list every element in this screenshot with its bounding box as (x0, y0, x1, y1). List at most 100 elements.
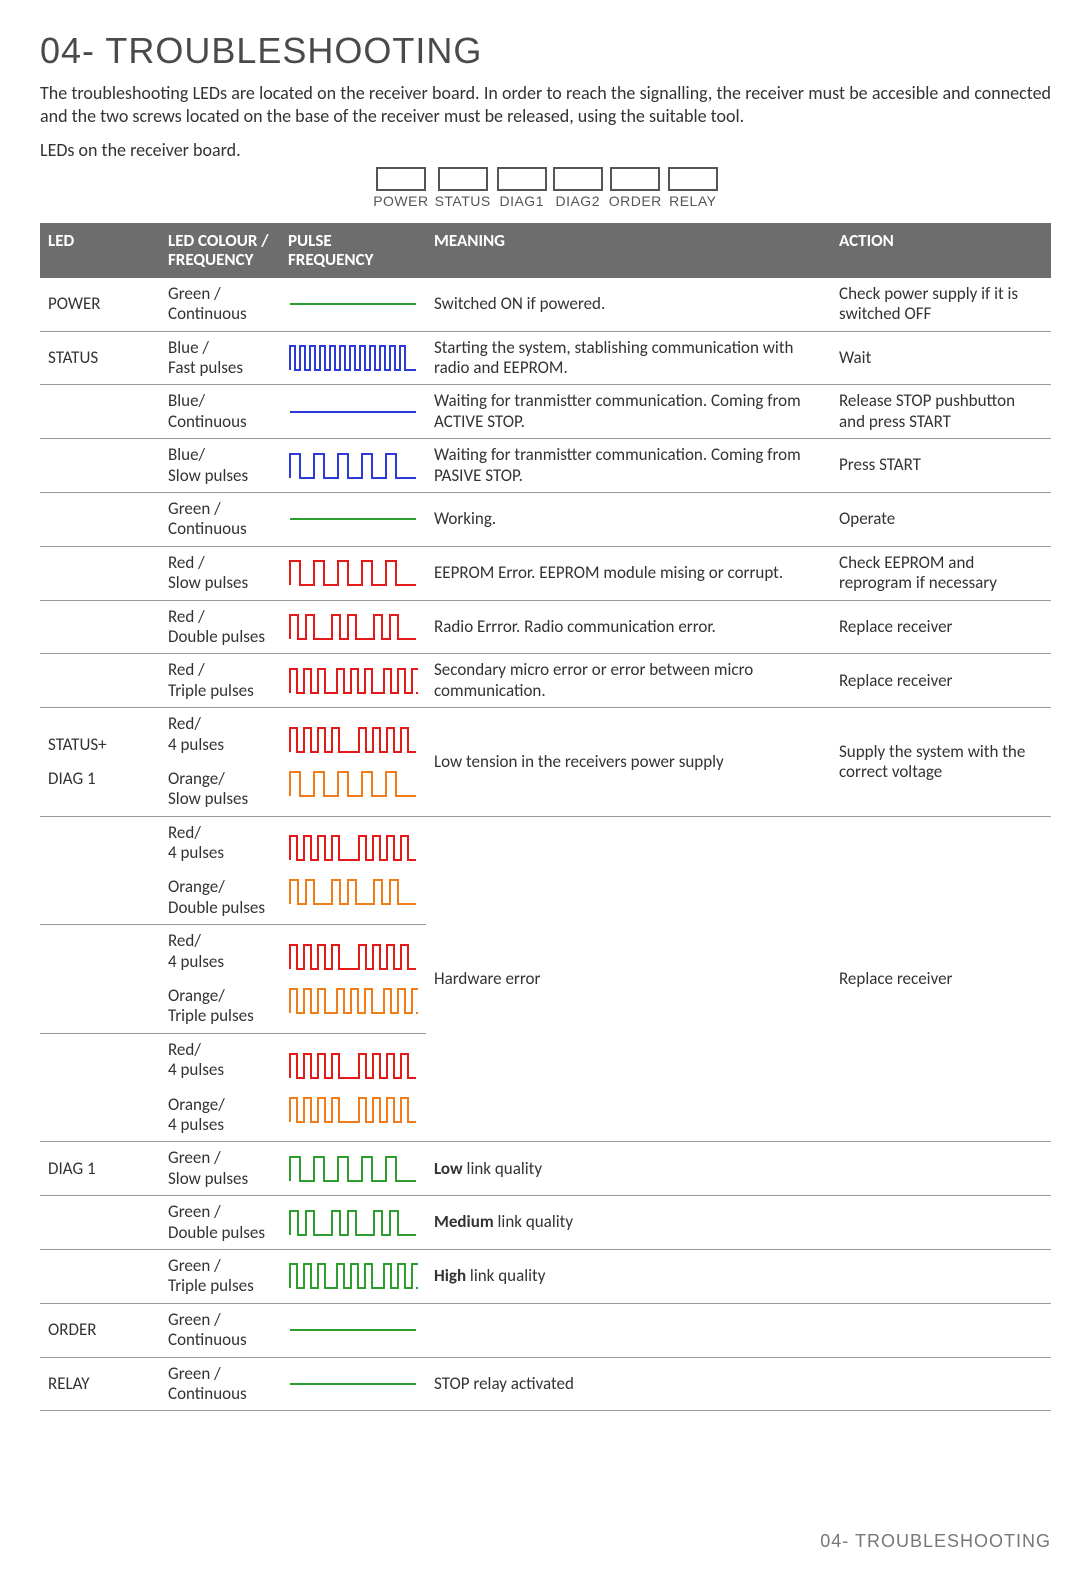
cell-meaning: Low link quality (426, 1142, 831, 1196)
cell-led (40, 439, 160, 493)
led-label: ORDER (609, 193, 662, 209)
cell-pulse (280, 546, 426, 600)
cell-led (40, 600, 160, 654)
cell-led (40, 654, 160, 708)
cell-pulse (280, 1142, 426, 1196)
pulse-icon (288, 1154, 418, 1184)
led-label: RELAY (669, 193, 716, 209)
cell-led (40, 493, 160, 547)
pulse-icon (288, 504, 418, 534)
table-row: POWERGreen /ContinuousSwitched ON if pow… (40, 278, 1051, 331)
cell-meaning: Waiting for tranmistter communication. C… (426, 439, 831, 493)
cell-led (40, 546, 160, 600)
cell-colour: Blue/Slow pulses (160, 439, 280, 493)
table-row: RELAYGreen /ContinuousSTOP relay activat… (40, 1357, 1051, 1411)
cell-colour: Green /Slow pulses (160, 1142, 280, 1196)
table-row: Red/4 pulsesOrange/Double pulsesHardware… (40, 816, 1051, 925)
cell-led: POWER (40, 278, 160, 331)
led-label: POWER (373, 193, 428, 209)
cell-meaning: Switched ON if powered. (426, 278, 831, 331)
troubleshooting-table: LED LED COLOUR / FREQUENCY PULSE FREQUEN… (40, 223, 1051, 1412)
cell-pulse (280, 1196, 426, 1250)
cell-action: Wait (831, 331, 1051, 385)
led-label: DIAG1 (499, 193, 544, 209)
cell-colour: Red/4 pulsesOrange/Triple pulses (160, 925, 280, 1034)
cell-pulse (280, 1303, 426, 1357)
led-box: RELAY (668, 167, 718, 209)
pulse-icon (288, 986, 418, 1016)
cell-colour: Red /Double pulses (160, 600, 280, 654)
cell-action (831, 1303, 1051, 1357)
cell-pulse (280, 493, 426, 547)
th-action: ACTION (831, 223, 1051, 278)
led-rect (553, 167, 603, 191)
cell-pulse (280, 1249, 426, 1303)
pulse-icon (288, 877, 418, 907)
cell-led: ORDER (40, 1303, 160, 1357)
led-label: STATUS (435, 193, 491, 209)
cell-led: DIAG 1 (40, 1142, 160, 1196)
cell-meaning (426, 1303, 831, 1357)
led-rect (376, 167, 426, 191)
cell-pulse (280, 439, 426, 493)
pulse-icon (288, 1208, 418, 1238)
cell-action: Replace receiver (831, 816, 1051, 1142)
led-label: DIAG2 (555, 193, 600, 209)
pulse-icon (288, 397, 418, 427)
cell-colour: Green /Continuous (160, 493, 280, 547)
cell-pulse (280, 385, 426, 439)
table-row: STATUS+DIAG 1Red/4 pulsesOrange/Slow pul… (40, 708, 1051, 817)
cell-meaning: Secondary micro error or error between m… (426, 654, 831, 708)
cell-action: Operate (831, 493, 1051, 547)
intro-text: The troubleshooting LEDs are located on … (40, 82, 1051, 129)
th-pulse: PULSE FREQUENCY (280, 223, 426, 278)
table-row: Green /Double pulsesMedium link quality (40, 1196, 1051, 1250)
cell-colour: Blue /Fast pulses (160, 331, 280, 385)
pulse-icon (288, 725, 418, 755)
page-title: 04- TROUBLESHOOTING (40, 30, 1051, 72)
table-row: ORDERGreen /Continuous (40, 1303, 1051, 1357)
cell-action (831, 1357, 1051, 1411)
led-rect (610, 167, 660, 191)
pulse-icon (288, 1095, 418, 1125)
cell-led (40, 925, 160, 1034)
cell-meaning: Medium link quality (426, 1196, 831, 1250)
cell-led (40, 385, 160, 439)
pulse-icon (288, 612, 418, 642)
footer-text: 04- TROUBLESHOOTING (40, 1531, 1051, 1552)
table-row: DIAG 1Green /Slow pulses Low link quality (40, 1142, 1051, 1196)
cell-colour: Blue/Continuous (160, 385, 280, 439)
cell-pulse (280, 925, 426, 1034)
cell-action (831, 1249, 1051, 1303)
cell-action: Check power supply if it is switched OFF (831, 278, 1051, 331)
led-box: DIAG2 (553, 167, 603, 209)
table-row: Red /Triple pulsesSecondary micro error … (40, 654, 1051, 708)
pulse-icon (288, 1369, 418, 1399)
cell-led (40, 1196, 160, 1250)
cell-meaning: Low tension in the receivers power suppl… (426, 708, 831, 817)
cell-action: Check EEPROM and reprogram if necessary (831, 546, 1051, 600)
pulse-icon (288, 1051, 418, 1081)
cell-colour: Green /Triple pulses (160, 1249, 280, 1303)
table-row: Blue/ContinuousWaiting for tranmistter c… (40, 385, 1051, 439)
cell-meaning: EEPROM Error. EEPROM module mising or co… (426, 546, 831, 600)
pulse-icon (288, 451, 418, 481)
sub-text: LEDs on the receiver board. (40, 139, 1051, 161)
cell-colour: Green /Continuous (160, 1303, 280, 1357)
table-row: Red /Slow pulsesEEPROM Error. EEPROM mod… (40, 546, 1051, 600)
led-box: DIAG1 (497, 167, 547, 209)
cell-pulse (280, 278, 426, 331)
pulse-icon (288, 666, 418, 696)
cell-meaning: Working. (426, 493, 831, 547)
led-rect (438, 167, 488, 191)
cell-pulse (280, 1033, 426, 1142)
cell-colour: Red/4 pulsesOrange/Double pulses (160, 816, 280, 925)
pulse-icon (288, 289, 418, 319)
th-led: LED (40, 223, 160, 278)
led-labels-row: POWER STATUS DIAG1 DIAG2 ORDER RELAY (40, 167, 1051, 209)
table-row: Green /Triple pulsesHigh link quality (40, 1249, 1051, 1303)
cell-pulse (280, 654, 426, 708)
cell-pulse (280, 600, 426, 654)
pulse-icon (288, 942, 418, 972)
table-row: Blue/Slow pulses Waiting for tranmistter … (40, 439, 1051, 493)
